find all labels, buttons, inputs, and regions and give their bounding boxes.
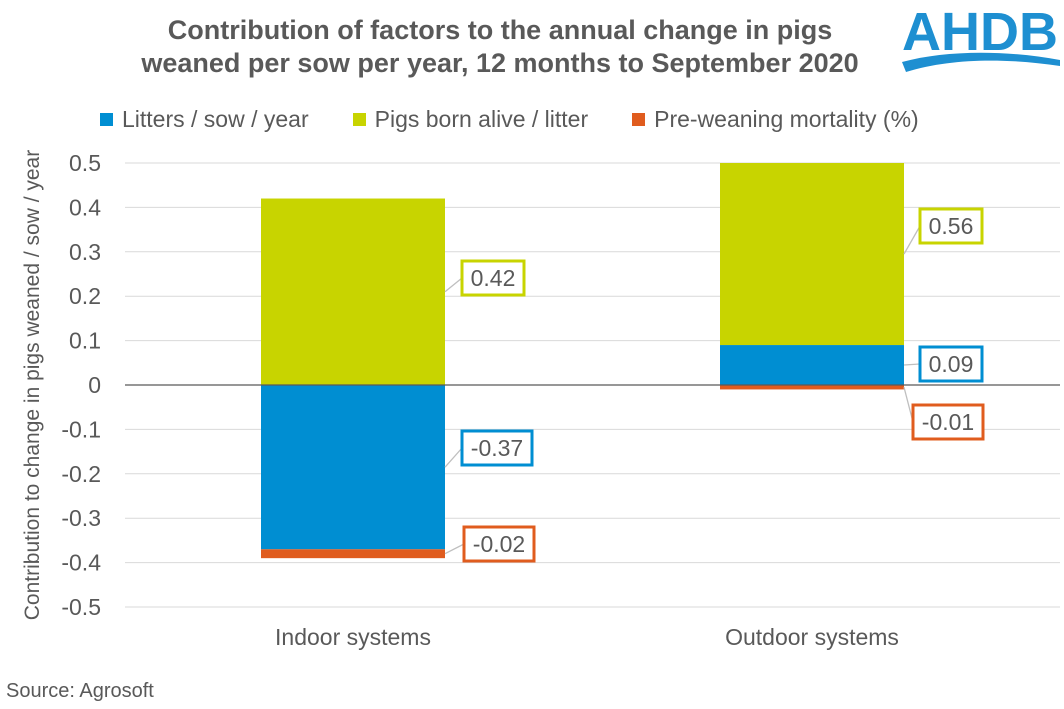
y-tick-label: 0.3 xyxy=(69,239,101,265)
bar-indoor-pre-weaning-mortality xyxy=(261,549,445,559)
y-tick-label: 0 xyxy=(88,372,101,398)
y-axis-title: Contribution to change in pigs weaned / … xyxy=(21,149,44,621)
bar-indoor-pigs-born-alive xyxy=(261,198,445,385)
data-label: 0.09 xyxy=(929,351,974,377)
y-tick-label: 0.1 xyxy=(69,328,101,354)
chart-title: Contribution of factors to the annual ch… xyxy=(60,14,940,80)
y-tick-label: -0.4 xyxy=(61,550,101,576)
data-label-leader-line xyxy=(444,543,465,555)
x-category-label: Outdoor systems xyxy=(725,624,899,650)
data-label-box xyxy=(918,207,984,245)
legend-item-pre-weaning-mortality: Pre-weaning mortality (%) xyxy=(632,106,919,133)
legend-item-pigs-born-alive: Pigs born alive / litter xyxy=(352,105,589,133)
data-label-leader-line xyxy=(903,363,921,366)
legend-item-litters: Litters / sow / year xyxy=(100,106,309,133)
data-label: 0.56 xyxy=(929,213,974,239)
data-label: -0.02 xyxy=(473,531,525,557)
data-label-box xyxy=(460,259,526,297)
legend-swatch-litters xyxy=(100,112,113,126)
legend-swatch-pre-weaning-mortality xyxy=(632,112,646,126)
data-label-box xyxy=(462,525,536,563)
data-label: -0.01 xyxy=(922,409,974,435)
bar-outdoor-pre-weaning-mortality xyxy=(720,385,904,390)
y-tick-label: 0.2 xyxy=(69,283,101,309)
y-tick-label: -0.2 xyxy=(61,461,101,487)
legend-swatch-pigs-born-alive xyxy=(352,112,366,126)
y-tick-label: -0.1 xyxy=(61,416,101,442)
ahdb-logo: AHDB xyxy=(902,2,1060,72)
data-label-box xyxy=(460,429,534,467)
legend-label-pre-weaning-mortality: Pre-weaning mortality (%) xyxy=(654,105,919,132)
logo-wave-icon xyxy=(902,52,1060,72)
legend-label-pigs-born-alive: Pigs born alive / litter xyxy=(374,105,589,132)
legend-label-litters: Litters / sow / year xyxy=(122,105,309,132)
logo-text: AHDB xyxy=(902,2,1058,62)
data-label: 0.42 xyxy=(471,265,516,291)
y-tick-label: 0.4 xyxy=(69,194,101,220)
data-label-leader-line xyxy=(903,225,921,255)
bar-outdoor-litters xyxy=(720,345,904,385)
data-label-leader-line xyxy=(444,277,463,293)
x-category-label: Indoor systems xyxy=(275,624,431,650)
data-label-box xyxy=(911,403,985,441)
bar-indoor-litters xyxy=(261,385,445,550)
y-tick-label: -0.5 xyxy=(61,594,101,620)
data-label-box xyxy=(918,345,984,383)
chart-title-line-1: Contribution of factors to the annual ch… xyxy=(167,15,833,45)
y-tick-label: 0.5 xyxy=(69,150,101,176)
legend: Litters / sow / year Pigs born alive / l… xyxy=(100,105,963,133)
y-tick-label: -0.3 xyxy=(61,505,101,531)
data-label-leader-line xyxy=(444,447,463,468)
data-label: -0.37 xyxy=(471,435,523,461)
chart-title-line-2: weaned per sow per year, 12 months to Se… xyxy=(141,48,859,78)
source-note: Source: Agrosoft xyxy=(6,680,154,702)
bar-outdoor-pigs-born-alive xyxy=(720,163,904,346)
